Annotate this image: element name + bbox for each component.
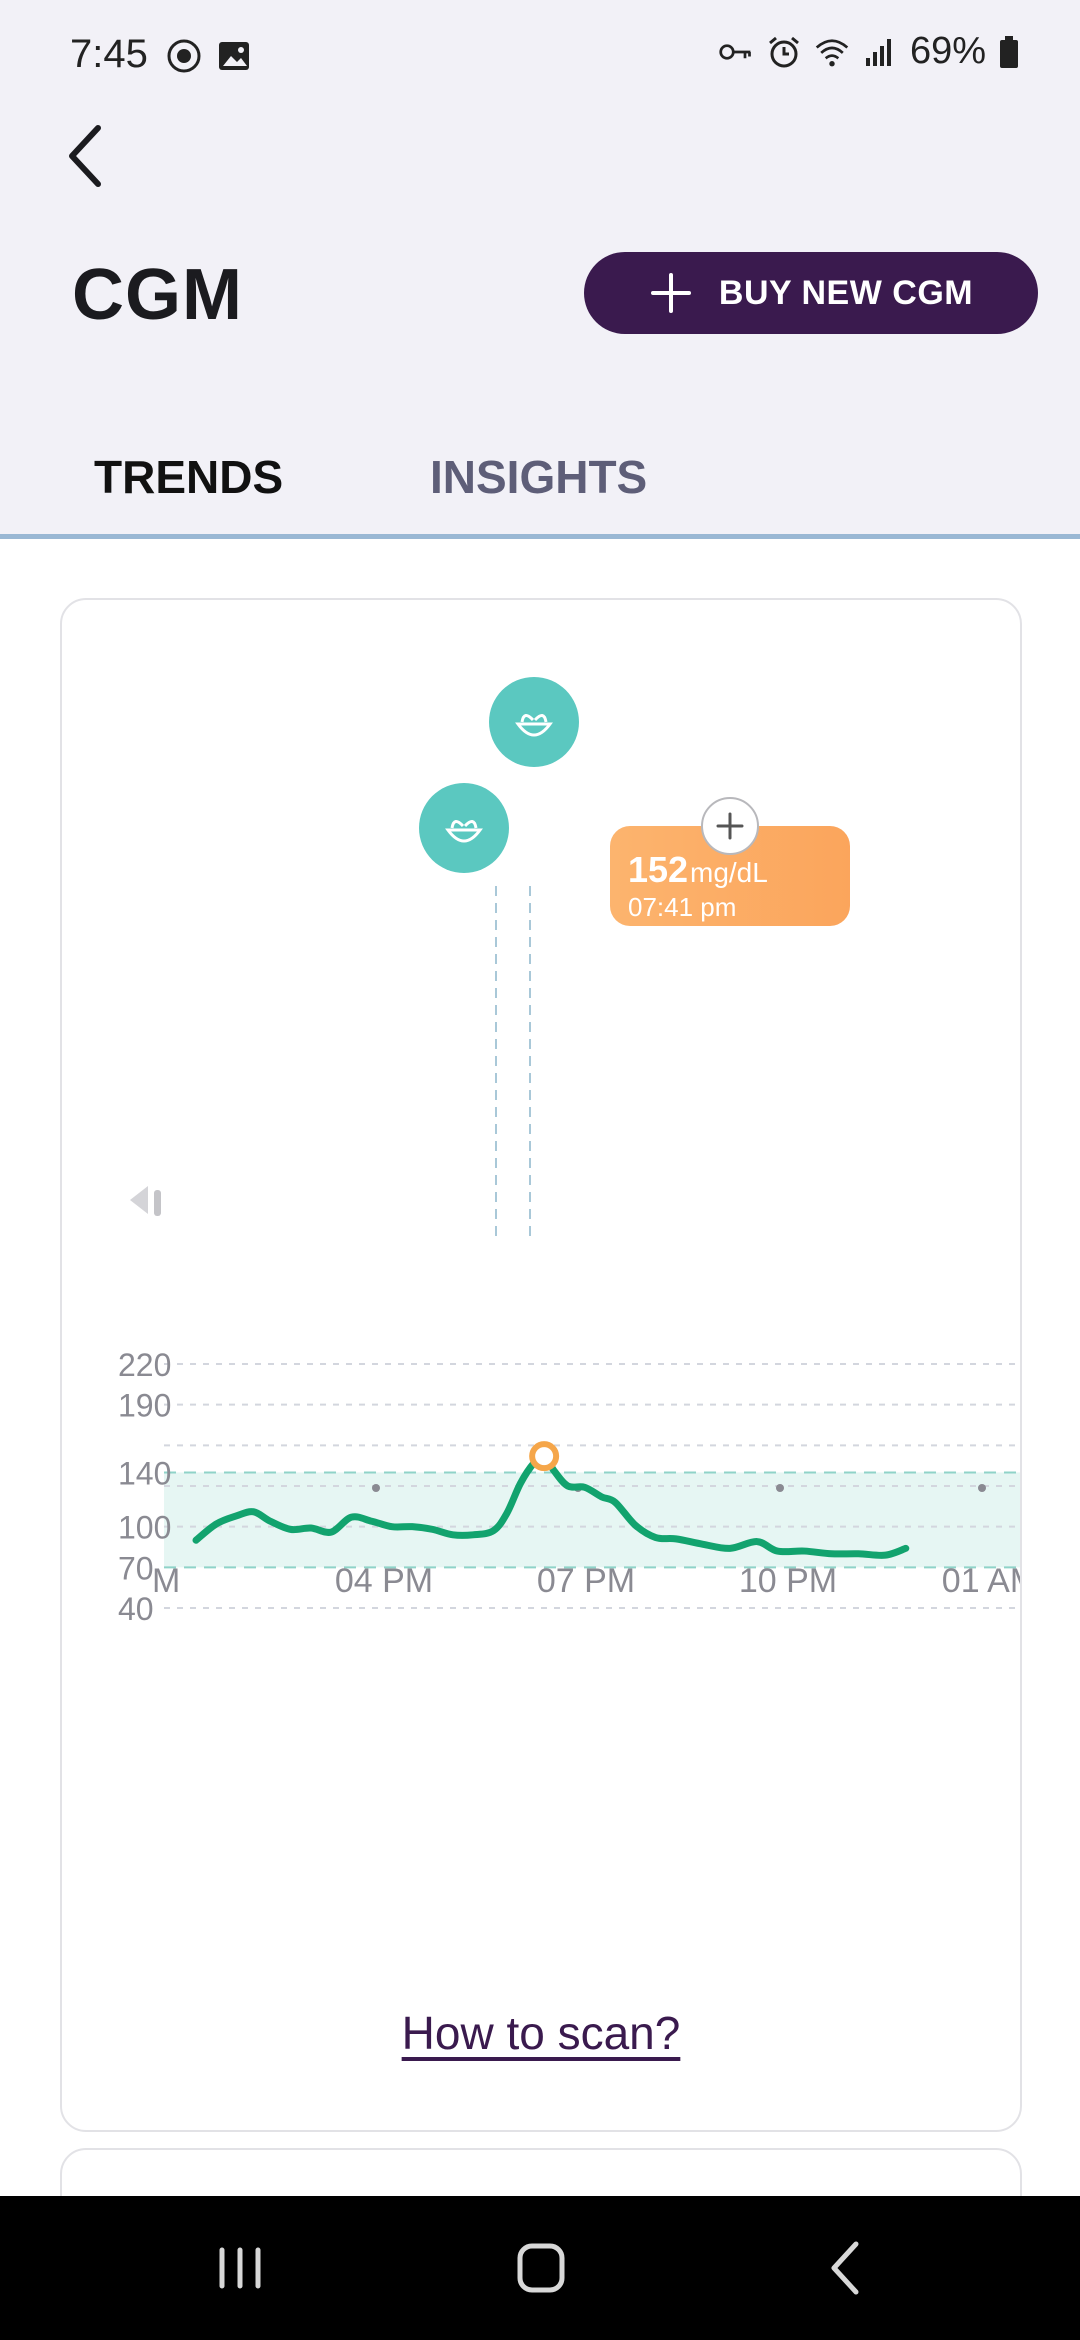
y-tick-label: 70 xyxy=(118,1550,154,1586)
status-time: 7:45 xyxy=(70,32,148,76)
tab-insights[interactable]: INSIGHTS xyxy=(430,451,648,503)
recent-apps-icon[interactable] xyxy=(200,2232,280,2304)
buy-new-cgm-button[interactable]: BUY NEW CGM xyxy=(584,252,1038,334)
image-icon xyxy=(219,42,249,70)
x-tick-dot xyxy=(978,1484,986,1492)
glucose-chart[interactable]: 220 190 140 100 70 40 M 04 PM 07 PM 10 PM 01 AM 1… xyxy=(62,600,1020,2130)
key-icon xyxy=(719,43,751,60)
tooltip-value: 152 xyxy=(628,849,688,890)
plus-icon xyxy=(650,273,691,313)
x-tick-label: 10 PM xyxy=(739,1562,837,1600)
tab-bar: TRENDS INSIGHTS xyxy=(0,430,1080,539)
signal-icon xyxy=(865,38,891,66)
peak-point[interactable] xyxy=(529,1441,560,1472)
battery-icon xyxy=(1000,35,1018,68)
battery-percent: 69% xyxy=(909,30,986,72)
x-tick-label: 07 PM xyxy=(537,1562,635,1600)
wifi-icon xyxy=(815,38,849,66)
how-to-scan-link[interactable]: How to scan? xyxy=(401,2007,681,2059)
x-tick-dot xyxy=(776,1484,784,1492)
tooltip-unit: mg/dL xyxy=(690,857,768,888)
y-tick-label: 40 xyxy=(118,1591,154,1627)
status-bar: 7:45 xyxy=(0,0,1080,110)
x-tick-label: 04 PM xyxy=(335,1562,433,1600)
meal-marker-icon[interactable] xyxy=(489,677,579,767)
y-tick-label: 140 xyxy=(118,1455,171,1491)
glucose-tooltip[interactable]: 152 mg/dL 07:41 pm xyxy=(610,826,850,926)
meal-marker-icon[interactable] xyxy=(419,783,509,873)
y-tick-label: 220 xyxy=(118,1347,171,1383)
range-indicator-handle[interactable] xyxy=(154,1190,161,1216)
add-note-plus-icon[interactable] xyxy=(701,797,759,855)
home-icon[interactable] xyxy=(500,2232,580,2304)
music-icon xyxy=(167,39,201,73)
x-tick-dot xyxy=(372,1484,380,1492)
tab-underline xyxy=(0,534,1080,539)
back-icon[interactable] xyxy=(804,2232,884,2304)
system-nav-bar xyxy=(0,2196,1080,2340)
range-indicator-icon[interactable] xyxy=(130,1186,148,1214)
trends-chart-card: 220 190 140 100 70 40 M 04 PM 07 PM 10 PM 01 AM 1… xyxy=(60,598,1022,2132)
y-tick-label: 100 xyxy=(118,1510,171,1546)
tooltip-time: 07:41 pm xyxy=(628,892,736,922)
x-tick-label: 01 AM xyxy=(942,1562,1020,1600)
x-tick-label: M xyxy=(152,1562,180,1600)
alarm-icon xyxy=(768,36,799,67)
y-tick-label: 190 xyxy=(118,1388,171,1424)
buy-button-label: BUY NEW CGM xyxy=(718,273,974,312)
back-arrow-icon[interactable] xyxy=(58,118,122,194)
tab-trends[interactable]: TRENDS xyxy=(94,451,284,503)
page-title: CGM xyxy=(72,255,243,335)
